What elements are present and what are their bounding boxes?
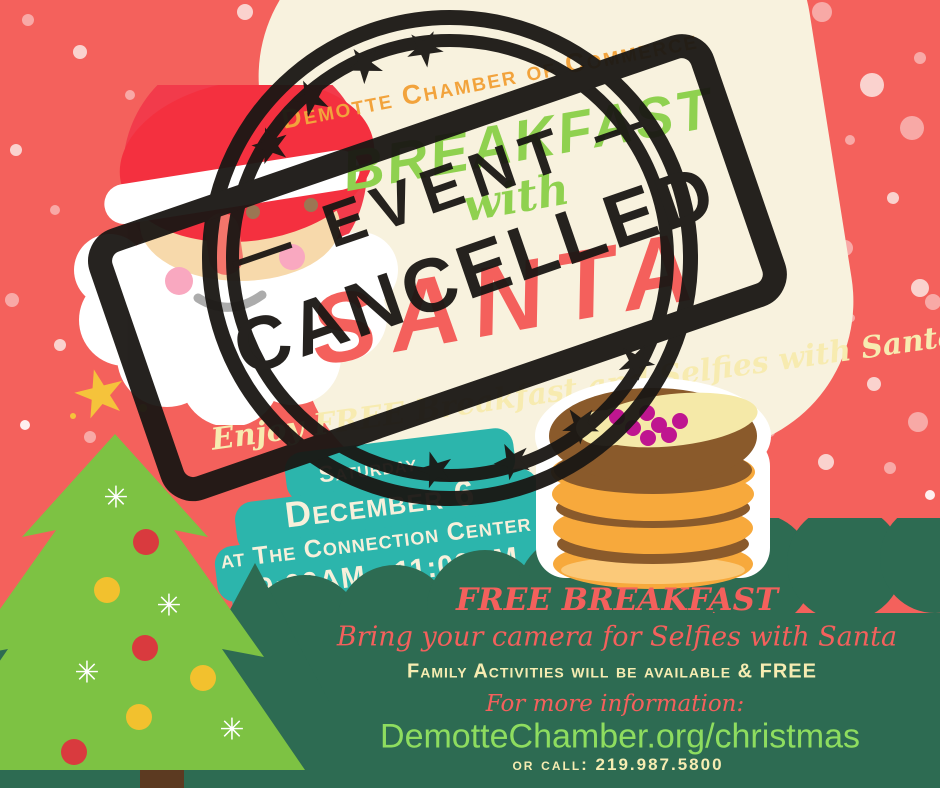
more-info-line: For more information: [485,691,745,717]
polka-dot [911,279,929,297]
tree-ornament [126,704,152,730]
polka-dot [812,2,832,22]
santa-eye-left [246,205,260,219]
tree-ornament [190,665,216,691]
polka-dot [860,73,884,97]
pancakes-illustration [535,378,771,589]
sparkle-icon: ✳ [74,655,100,691]
tree-ornament [94,577,120,603]
santa-hat-trim [104,149,360,225]
polka-dot [925,490,935,500]
santa-illustration [74,85,398,425]
polka-dot [900,116,924,140]
camera-line: Bring your camera for Selfies with Santa [336,621,898,653]
polka-dot [925,294,940,310]
berries [609,405,688,446]
santa-nose [205,213,243,275]
tree-foliage [0,434,305,770]
tree-ornament [133,529,159,555]
polka-dot [867,377,881,391]
website-url: DemotteChamber.org/christmas [380,717,860,756]
polka-dot [73,45,87,59]
family-activities-line: Family Activities will be available & FR… [407,660,817,683]
polka-dot [54,339,66,351]
sparkle-icon: ✳ [103,480,129,516]
polka-dot [5,293,19,307]
polka-dot [908,412,928,432]
tree-ornament [132,635,158,661]
polka-dot [22,14,34,26]
santa-cheek-left [165,267,193,295]
polka-dot [50,205,60,215]
santa-smile [193,290,267,312]
polka-dot [125,90,135,100]
polka-dot [237,4,253,20]
polka-dot [887,192,899,204]
christmas-tree-illustration [0,434,305,788]
polka-dot [914,52,926,64]
tree-ornament [61,739,87,765]
polka-dot [884,462,896,474]
polka-dot [845,135,855,145]
polka-dot [818,454,834,470]
phone-line: or call: 219.987.5800 [512,755,724,774]
sparkle-icon: ✳ [156,588,182,624]
free-breakfast-line: FREE BREAKFAST [455,582,779,618]
sparkle-icon: ✳ [219,712,245,748]
santa-eye-right [304,198,318,212]
polka-dot [20,420,30,430]
polka-dot [70,413,76,419]
polka-dot [139,404,147,412]
santa-cheek-right [279,244,305,270]
polka-dot [10,144,22,156]
polka-dot [84,431,96,443]
